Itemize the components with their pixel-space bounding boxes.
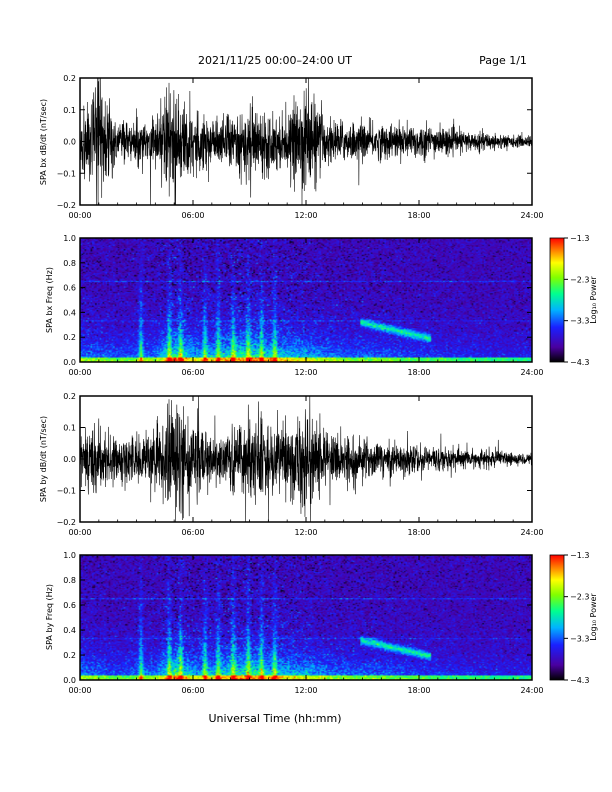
x-tick-label: 06:00	[181, 211, 204, 220]
bx-dbdt-ylabel: SPA bx dB/dt (nT/sec)	[39, 99, 48, 185]
y-tick-label: −0.1	[57, 169, 76, 178]
page-indicator: Page 1/1	[479, 54, 527, 67]
y-tick-label: 0.4	[63, 626, 76, 635]
by-colorbar	[549, 554, 565, 681]
x-tick-label: 00:00	[68, 368, 91, 377]
x-tick-label: 00:00	[68, 211, 91, 220]
y-tick-label: 0.0	[63, 358, 76, 367]
y-tick-label: 0.4	[63, 308, 76, 317]
colorbar-tick-label: −2.3	[570, 593, 589, 602]
x-tick-label: 12:00	[294, 368, 317, 377]
y-tick-label: 0.0	[63, 138, 76, 147]
y-tick-label: 0.2	[63, 392, 76, 401]
bx-colorbar	[549, 237, 565, 363]
y-tick-label: −0.2	[57, 518, 76, 527]
by-waveform	[79, 395, 533, 523]
x-tick-label: 12:00	[294, 686, 317, 695]
by-colorbar-label: Log₁₀ Power	[589, 593, 598, 641]
y-tick-label: 0.8	[63, 259, 76, 268]
panel-bx-timeseries: 0.2 0.1 0.0 −0.1 −0.2 00:00 06:00 12:00 18:00 24…	[39, 74, 544, 220]
colorbar-tick-label: −2.3	[570, 275, 589, 284]
y-tick-label: 0.6	[63, 284, 76, 293]
bx-freq-x-ticks: 00:00 06:00 12:00 18:00 24:00	[68, 238, 544, 377]
by-freq-ylabel: SPA by Freq (Hz)	[45, 584, 54, 650]
colorbar-tick-label: −4.3	[570, 358, 589, 367]
panel-by-timeseries: 0.2 0.1 0.0 −0.1 −0.2 00:00 06:00 12:00 18:00 24…	[39, 392, 544, 537]
x-tick-label: 24:00	[520, 528, 543, 537]
y-tick-label: 0.0	[63, 676, 76, 685]
colorbar-tick-label: −3.3	[570, 317, 589, 326]
x-tick-label: 18:00	[407, 368, 430, 377]
figure-title: 2021/11/25 00:00–24:00 UT	[198, 54, 352, 67]
by-colorbar-ticks: −1.3 −2.3 −3.3 −4.3	[564, 551, 589, 685]
x-tick-label: 06:00	[181, 686, 204, 695]
y-tick-label: 0.0	[63, 455, 76, 464]
y-tick-label: 0.1	[63, 424, 76, 433]
x-tick-label: 24:00	[520, 211, 543, 220]
x-tick-label: 18:00	[407, 211, 430, 220]
bx-freq-y-ticks: 1.0 0.8 0.6 0.4 0.2 0.0	[63, 234, 532, 367]
by-spectrogram-image	[80, 555, 532, 680]
y-tick-label: −0.1	[57, 487, 76, 496]
x-tick-label: 18:00	[407, 686, 430, 695]
bx-x-ticks: 00:00 06:00 12:00 18:00 24:00	[68, 78, 544, 220]
x-tick-label: 00:00	[68, 528, 91, 537]
y-tick-label: 0.1	[63, 106, 76, 115]
x-axis-label: Universal Time (hh:mm)	[209, 712, 342, 725]
panel-by-spectrogram: 1.0 0.8 0.6 0.4 0.2 0.0 00:00 06:00 12:00 18:00 2…	[45, 551, 598, 695]
bx-colorbar-ticks: −1.3 −2.3 −3.3 −4.3	[564, 234, 589, 367]
by-freq-x-ticks: 00:00 06:00 12:00 18:00 24:00	[68, 555, 544, 695]
x-tick-label: 24:00	[520, 368, 543, 377]
y-tick-label: −0.2	[57, 201, 76, 210]
waveform-trace	[79, 77, 533, 206]
by-y-ticks: 0.2 0.1 0.0 −0.1 −0.2	[57, 392, 532, 527]
y-tick-label: 0.8	[63, 576, 76, 585]
y-tick-label: 1.0	[63, 234, 76, 243]
x-tick-label: 12:00	[294, 211, 317, 220]
y-tick-label: 0.2	[63, 651, 76, 660]
x-tick-label: 00:00	[68, 686, 91, 695]
bx-colorbar-label: Log₁₀ Power	[589, 276, 598, 324]
y-tick-label: 0.2	[63, 74, 76, 83]
colorbar-tick-label: −4.3	[570, 676, 589, 685]
y-tick-label: 0.6	[63, 601, 76, 610]
bx-waveform	[79, 77, 533, 206]
colorbar-tick-label: −1.3	[570, 551, 589, 560]
by-x-ticks: 00:00 06:00 12:00 18:00 24:00	[68, 396, 544, 537]
x-tick-label: 06:00	[181, 368, 204, 377]
x-tick-label: 06:00	[181, 528, 204, 537]
bx-spectrogram-image	[80, 238, 532, 362]
colorbar-tick-label: −1.3	[570, 234, 589, 243]
bx-y-ticks: 0.2 0.1 0.0 −0.1 −0.2	[57, 74, 532, 210]
y-tick-label: 1.0	[63, 551, 76, 560]
y-tick-label: 0.2	[63, 333, 76, 342]
x-tick-label: 18:00	[407, 528, 430, 537]
colorbar-tick-label: −3.3	[570, 634, 589, 643]
bx-freq-ylabel: SPA bx Freq (Hz)	[45, 267, 54, 333]
x-tick-label: 12:00	[294, 528, 317, 537]
x-tick-label: 24:00	[520, 686, 543, 695]
by-freq-y-ticks: 1.0 0.8 0.6 0.4 0.2 0.0	[63, 551, 532, 685]
by-dbdt-ylabel: SPA by dB/dt (nT/sec)	[39, 416, 48, 502]
waveform-trace	[79, 395, 533, 523]
panel-bx-spectrogram: 1.0 0.8 0.6 0.4 0.2 0.0 00:00 06:00 12:00 18:00 2…	[45, 234, 598, 377]
